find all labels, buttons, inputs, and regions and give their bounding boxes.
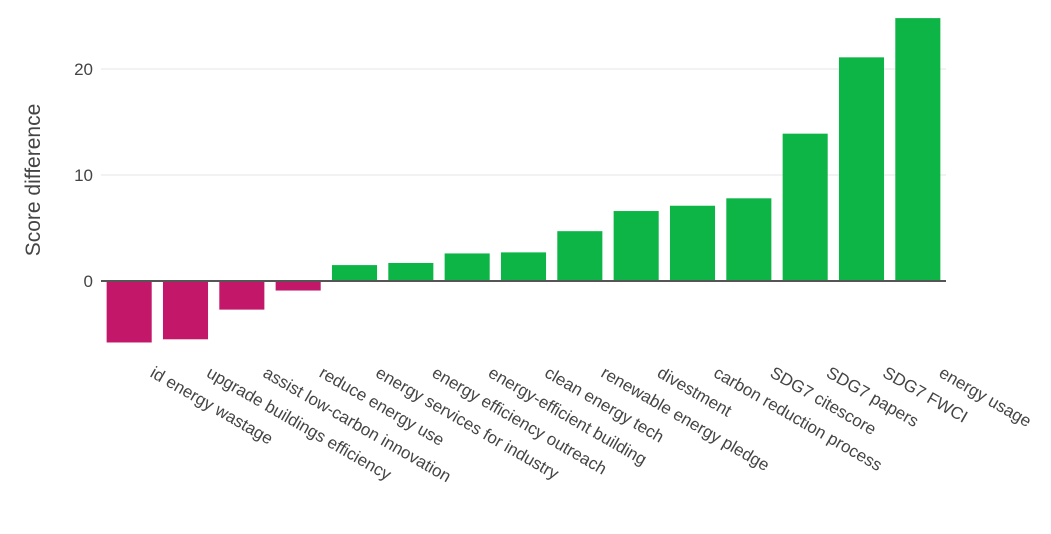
y-tick-label: 0 — [84, 272, 93, 291]
bar[interactable] — [275, 281, 321, 291]
bar[interactable] — [219, 281, 265, 310]
bar[interactable] — [331, 265, 378, 281]
bar[interactable] — [782, 133, 828, 281]
x-tick-label: energy usage — [936, 363, 1035, 431]
bar[interactable] — [444, 253, 490, 281]
y-axis-title: Score difference — [22, 104, 45, 257]
bar[interactable] — [500, 252, 547, 281]
bar[interactable] — [726, 198, 772, 281]
bar[interactable] — [895, 18, 941, 282]
bar[interactable] — [838, 57, 885, 282]
y-tick-labels: 0 10 20 — [74, 60, 93, 291]
bar[interactable] — [669, 205, 716, 281]
bar[interactable] — [106, 281, 152, 343]
bar[interactable] — [162, 281, 209, 340]
y-tick-label: 10 — [74, 166, 93, 185]
bar[interactable] — [557, 231, 603, 281]
bar[interactable] — [388, 262, 434, 281]
bar[interactable] — [613, 211, 659, 281]
bars — [106, 18, 941, 343]
y-tick-label: 20 — [74, 60, 93, 79]
